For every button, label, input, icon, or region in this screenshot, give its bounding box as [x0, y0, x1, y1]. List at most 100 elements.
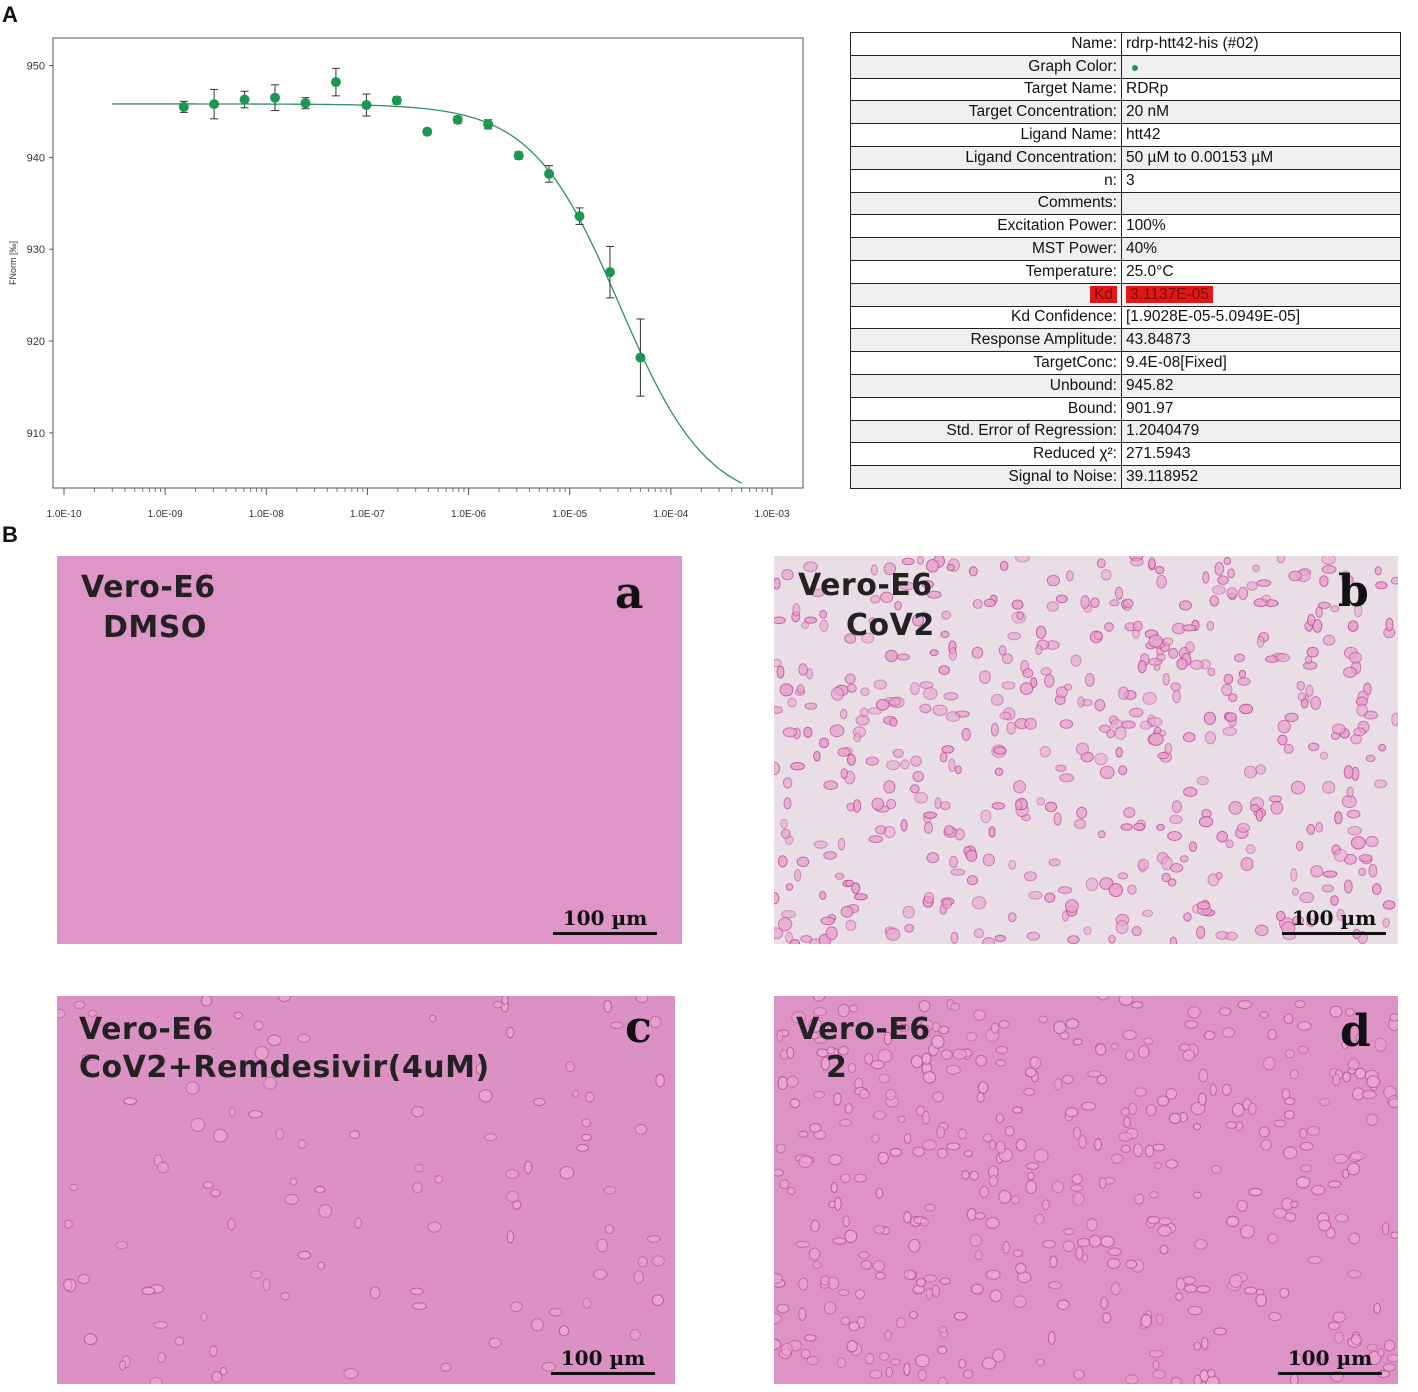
cell-blob — [1256, 635, 1265, 648]
cell-blob — [1255, 924, 1269, 937]
cell-blob — [1187, 1006, 1201, 1019]
cell-blob — [941, 745, 955, 754]
cell-blob — [1345, 575, 1354, 587]
cell-blob — [774, 616, 786, 625]
cell-blob — [844, 633, 857, 644]
cell-blob — [846, 683, 857, 693]
cell-blob — [1295, 1176, 1311, 1189]
cell-blob — [1187, 1305, 1203, 1316]
cell-blob — [1184, 1020, 1199, 1029]
cell-blob — [200, 1312, 208, 1322]
cell-blob — [1345, 1007, 1355, 1017]
cell-blob — [1182, 1049, 1196, 1062]
cell-blob — [1025, 1180, 1037, 1195]
param-value-text: 901.97 — [1126, 399, 1174, 417]
cell-blob — [899, 581, 915, 591]
param-value-text: htt42 — [1126, 126, 1161, 144]
cell-blob — [369, 1286, 381, 1300]
cell-blob — [1148, 634, 1163, 648]
cell-blob — [1077, 696, 1086, 708]
cell-blob — [840, 1316, 851, 1326]
cell-blob — [823, 780, 839, 790]
graph-color-swatch — [1132, 64, 1138, 71]
cell-blob — [318, 1204, 333, 1218]
param-row: Bound: 901.97 — [850, 396, 1401, 421]
cell-blob — [952, 1048, 967, 1060]
cell-blob — [1237, 1000, 1253, 1010]
cell-blob — [1291, 887, 1299, 896]
cell-blob — [1086, 1218, 1098, 1232]
cell-blob — [885, 649, 898, 663]
cell-blob — [828, 1154, 843, 1166]
cell-blob — [798, 1307, 807, 1322]
cell-blob — [434, 1175, 444, 1184]
cell-blob — [1365, 835, 1379, 848]
cell-blob — [593, 1268, 608, 1280]
cell-blob — [478, 1089, 493, 1103]
data-point — [574, 211, 585, 222]
cell-blob — [297, 1033, 311, 1043]
cell-blob — [1307, 1255, 1323, 1264]
cell-blob — [1248, 1187, 1263, 1197]
cell-blob — [1329, 1005, 1343, 1018]
cell-blob — [1093, 631, 1103, 640]
param-row: n: 3 — [850, 168, 1401, 193]
cell-blob — [115, 1241, 129, 1250]
cell-blob — [971, 896, 987, 910]
cell-blob — [1169, 814, 1183, 824]
cell-blob — [1004, 1126, 1015, 1137]
data-point — [544, 168, 555, 179]
cell-blob — [73, 1000, 86, 1010]
cell-blob — [995, 1046, 1009, 1054]
cell-blob — [786, 1075, 799, 1088]
cell-blob — [1040, 667, 1052, 676]
cell-blob — [297, 1139, 307, 1149]
cell-blob — [1321, 556, 1336, 565]
cell-blob — [213, 1128, 228, 1143]
cell-blob — [950, 868, 966, 876]
cell-blob — [963, 1150, 973, 1158]
cell-blob — [1276, 556, 1286, 564]
cell-blob — [1144, 1144, 1155, 1158]
cell-blob — [1094, 699, 1106, 712]
cell-blob — [1391, 712, 1398, 727]
cell-blob — [892, 748, 904, 758]
cell-blob — [1132, 620, 1143, 632]
cell-blob — [1048, 858, 1061, 867]
cell-blob — [635, 996, 649, 1003]
cell-blob — [921, 579, 935, 589]
cell-blob — [1108, 934, 1116, 944]
micrograph-shade — [57, 556, 682, 944]
cell-blob — [1189, 659, 1204, 670]
param-key-text: MST Power: — [1032, 240, 1117, 258]
cell-blob — [983, 598, 996, 608]
cell-blob — [986, 1269, 1001, 1280]
cell-blob — [1178, 1043, 1191, 1052]
param-value: 100% — [1121, 214, 1401, 239]
cell-blob — [1096, 558, 1106, 569]
cell-blob — [1033, 1148, 1049, 1163]
param-value: 271.5943 — [1121, 442, 1401, 467]
cell-blob — [1167, 878, 1177, 887]
cell-blob — [1120, 823, 1133, 831]
cell-blob — [998, 1190, 1012, 1204]
cell-blob — [1162, 673, 1170, 686]
x-tick-label: 1.0E-10 — [46, 509, 81, 520]
cell-blob — [655, 1073, 665, 1088]
param-row: Kd 3.1137E-05 — [850, 282, 1401, 307]
cell-blob — [1016, 611, 1024, 620]
cell-blob — [900, 819, 908, 832]
cell-blob — [647, 1235, 661, 1243]
cell-blob — [1034, 1213, 1045, 1225]
scale-bar-label: 100 µm — [1291, 906, 1377, 930]
cell-blob — [1147, 1216, 1161, 1225]
cell-blob — [1268, 1312, 1282, 1322]
cell-blob — [999, 560, 1009, 571]
cell-blob — [1204, 731, 1216, 745]
param-value — [1121, 54, 1401, 79]
cell-blob — [633, 1270, 645, 1284]
cell-blob — [248, 1110, 263, 1119]
cell-blob — [940, 1049, 953, 1060]
micrograph-d-scale-bar: 100 µm — [1278, 1346, 1382, 1375]
cell-blob — [797, 1130, 809, 1138]
